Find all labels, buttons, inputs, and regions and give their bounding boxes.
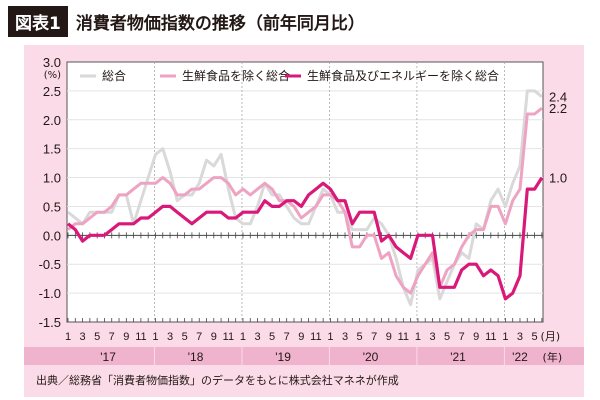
year-band xyxy=(24,347,584,365)
y-tick-label: -1.0 xyxy=(39,286,61,301)
year-label: '20 xyxy=(363,350,379,364)
series-line-core_core xyxy=(67,176,544,301)
plot-area xyxy=(66,61,544,323)
legend-label-total: 総合 xyxy=(102,68,126,83)
y-tick-label: 1.0 xyxy=(43,171,61,186)
month-tick-label: 5 xyxy=(269,331,275,343)
month-tick-label: 9 xyxy=(211,331,217,343)
y-tick-label: 0.0 xyxy=(43,228,61,243)
end-label-core: 2.2 xyxy=(549,101,567,116)
legend-label-core: 生鮮食品を除く総合 xyxy=(182,68,290,83)
title-bar: 図表1 消費者物価指数の推移（前年同月比） xyxy=(8,5,365,37)
month-tick-label: 7 xyxy=(284,331,290,343)
year-label: '21 xyxy=(450,350,466,364)
month-unit: (月) xyxy=(541,330,561,343)
month-tick-label: 1 xyxy=(502,331,508,343)
month-tick-label: 5 xyxy=(444,331,450,343)
year-label: '17 xyxy=(100,350,116,364)
y-tick-label: 1.5 xyxy=(43,142,61,157)
y-tick-label: 2.5 xyxy=(43,84,61,99)
month-tick-label: 3 xyxy=(167,331,173,343)
month-tick-label: 7 xyxy=(196,331,202,343)
month-tick-label: 1 xyxy=(240,331,246,343)
y-tick-label: 3.0 xyxy=(43,55,61,70)
month-tick-label: 9 xyxy=(386,331,392,343)
figure-label: 図表1 xyxy=(8,5,68,37)
y-tick-label: 0.5 xyxy=(43,199,61,214)
year-label: '18 xyxy=(188,350,204,364)
end-label-core_core: 1.0 xyxy=(549,171,567,186)
month-tick-label: 9 xyxy=(298,331,304,343)
month-tick-label: 5 xyxy=(182,331,188,343)
month-tick-label: 7 xyxy=(371,331,377,343)
month-tick-label: 3 xyxy=(429,331,435,343)
month-tick-label: 3 xyxy=(342,331,348,343)
month-tick-label: 3 xyxy=(254,331,260,343)
end-label-total: 2.4 xyxy=(549,90,567,105)
month-tick-label: 11 xyxy=(398,331,409,343)
month-tick-label: 3 xyxy=(80,331,86,343)
y-tick-label: -1.5 xyxy=(39,315,61,330)
chart-title: 消費者物価指数の推移（前年同月比） xyxy=(75,13,365,34)
month-tick-label: 11 xyxy=(485,331,496,343)
source-note: 出典／総務省「消費者物価指数」のデータをもとに株式会社マネネが作成 xyxy=(36,374,399,387)
year-label: '22 xyxy=(512,350,528,364)
month-tick-label: 11 xyxy=(223,331,234,343)
month-tick-label: 1 xyxy=(65,331,71,343)
month-tick-label: 7 xyxy=(109,331,115,343)
series-line-total xyxy=(67,89,543,307)
month-tick-label: 1 xyxy=(152,331,158,343)
month-tick-label: 5 xyxy=(94,331,100,343)
y-tick-label: -0.5 xyxy=(39,257,61,272)
month-tick-label: 5 xyxy=(357,331,363,343)
legend-label-core_core: 生鮮食品及びエネルギーを除く総合 xyxy=(307,68,499,83)
y-axis-unit: (%) xyxy=(44,70,61,81)
year-unit: (年) xyxy=(543,350,563,364)
month-tick-label: 3 xyxy=(517,331,523,343)
month-tick-label: 1 xyxy=(415,331,421,343)
month-tick-label: 7 xyxy=(459,331,465,343)
month-tick-label: 9 xyxy=(123,331,129,343)
month-tick-label: 9 xyxy=(473,331,479,343)
month-tick-label: 11 xyxy=(310,331,321,343)
year-label: '19 xyxy=(275,350,291,364)
month-tick-label: 5 xyxy=(531,331,537,343)
month-tick-label: 1 xyxy=(327,331,333,343)
month-tick-label: 11 xyxy=(135,331,146,343)
y-tick-label: 2.0 xyxy=(43,113,61,128)
series-line-core xyxy=(67,107,543,295)
